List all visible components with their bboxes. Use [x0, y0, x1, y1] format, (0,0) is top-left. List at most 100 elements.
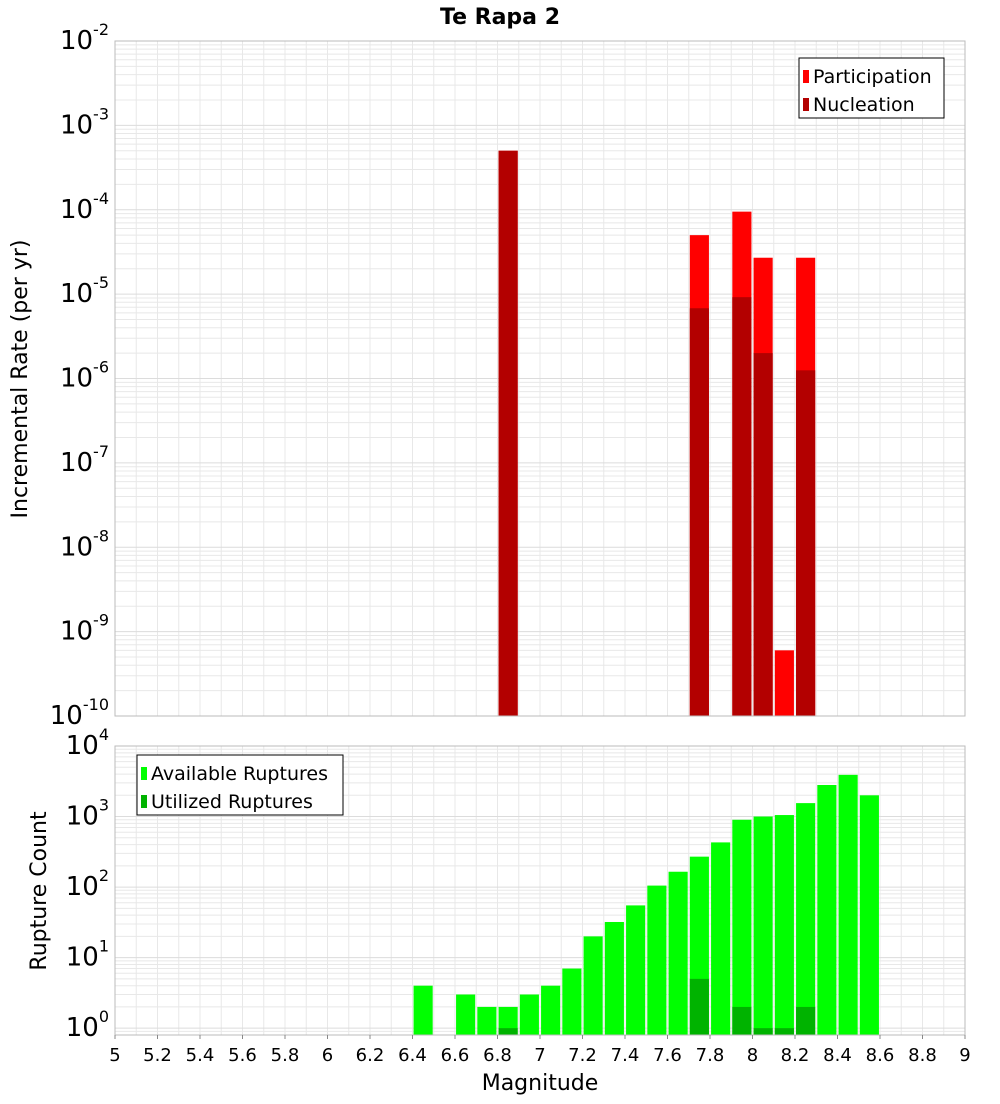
bar: [477, 1006, 497, 1035]
y-tick-label: 101: [66, 937, 109, 973]
legend-label: Participation: [813, 66, 932, 88]
bar: [753, 353, 773, 716]
chart-title: Te Rapa 2: [440, 5, 560, 30]
plot-frame: [114, 40, 966, 717]
y-tick-exponent: 2: [99, 866, 109, 885]
series-2: [498, 978, 816, 1035]
x-tick-label: 6: [322, 1045, 333, 1066]
rate-plot: 10-10 10-9 10-8 10-7 10-6 10-5 10-4 10-3 10-2 Par…: [50, 20, 966, 731]
x-tick-label: 6.4: [398, 1045, 427, 1066]
x-tick-label: 8: [747, 1045, 758, 1066]
bar: [647, 885, 667, 1035]
y-tick-label: 103: [66, 796, 109, 832]
bar: [796, 1006, 816, 1035]
series-2: [498, 150, 816, 716]
x-tick-label: 7: [534, 1045, 545, 1066]
y-tick-labels: 10-10 10-9 10-8 10-7 10-6 10-5 10-4 10-3 10-2: [50, 20, 109, 731]
bar: [838, 774, 858, 1035]
bar: [498, 1028, 518, 1035]
bar: [413, 985, 433, 1035]
y-tick-label: 104: [66, 725, 109, 761]
y-tick-exponent: -5: [93, 273, 109, 292]
legend-swatch: [141, 795, 147, 808]
y-tick-exponent: -9: [93, 611, 109, 630]
legend-swatch: [803, 98, 809, 111]
bar: [774, 815, 794, 1035]
bar: [732, 297, 752, 716]
bar: [541, 985, 561, 1035]
y-tick-label: 10-5: [60, 273, 109, 309]
bar: [753, 1028, 773, 1035]
legend-label: Nucleation: [813, 94, 915, 116]
x-tick-label: 6.8: [483, 1045, 512, 1066]
y-tick-label: 100: [66, 1007, 109, 1043]
x-tick-labels: 5 5.2 5.4 5.6 5.8 6 6.2 6.4 6.6 6.8 7 7.2 7.4 7.6 7.8 8…: [109, 1035, 971, 1066]
bar: [604, 921, 624, 1035]
x-tick-label: 6.2: [356, 1045, 385, 1066]
bar: [562, 968, 582, 1035]
y-tick-label: 10-7: [60, 442, 109, 478]
y-tick-exponent: -8: [93, 526, 109, 545]
y-tick-exponent: -7: [93, 442, 109, 461]
bar: [859, 795, 879, 1035]
x-axis-label: Magnitude: [482, 1071, 599, 1096]
legend-swatch: [803, 70, 809, 83]
y-tick-exponent: -2: [93, 20, 109, 39]
bar: [753, 816, 773, 1035]
y-tick-exponent: -4: [93, 189, 109, 208]
y-tick-label: 10-10: [50, 695, 109, 731]
series-1: [413, 774, 879, 1035]
bar: [626, 905, 646, 1035]
y-tick-label: 10-3: [60, 104, 109, 140]
bar: [817, 784, 837, 1035]
x-tick-label: 5.8: [271, 1045, 300, 1066]
y-tick-exponent: -10: [83, 695, 109, 714]
y-tick-exponent: -6: [93, 358, 109, 377]
x-tick-label: 7.6: [653, 1045, 682, 1066]
y-tick-exponent: 3: [99, 796, 109, 815]
x-tick-label: 8.4: [823, 1045, 852, 1066]
y-tick-label: 10-4: [60, 189, 109, 225]
x-tick-label: 8.8: [908, 1045, 937, 1066]
legend-swatch: [141, 767, 147, 780]
x-tick-label: 5.4: [186, 1045, 215, 1066]
y-tick-label: 10-6: [60, 358, 109, 394]
top-y-axis-label: Incremental Rate (per yr): [8, 240, 33, 519]
x-tick-label: 5.2: [143, 1045, 172, 1066]
bar: [796, 370, 816, 716]
x-tick-label: 8.6: [866, 1045, 895, 1066]
x-tick-label: 5: [109, 1045, 120, 1066]
bottom-y-axis-label: Rupture Count: [27, 811, 52, 971]
x-tick-label: 7.4: [611, 1045, 640, 1066]
bar: [774, 650, 794, 716]
y-tick-exponent: -3: [93, 104, 109, 123]
legend-box: [136, 754, 344, 816]
bar: [668, 871, 688, 1035]
x-tick-label: 9: [959, 1045, 970, 1066]
x-tick-label: 7.8: [696, 1045, 725, 1066]
legend-box: [798, 57, 945, 119]
legend: Available Ruptures Utilized Ruptures: [136, 754, 344, 816]
bar: [689, 308, 709, 716]
y-tick-label: 10-8: [60, 526, 109, 562]
legend: Participation Nucleation: [798, 57, 945, 119]
y-tick-exponent: 0: [99, 1007, 109, 1026]
legend-label: Available Ruptures: [151, 763, 328, 785]
x-tick-label: 7.2: [568, 1045, 597, 1066]
bar: [689, 978, 709, 1035]
bar: [498, 1006, 518, 1035]
y-tick-exponent: 1: [99, 937, 109, 956]
bar: [519, 994, 539, 1035]
bar: [732, 1006, 752, 1035]
x-tick-label: 8.2: [781, 1045, 810, 1066]
legend-label: Utilized Ruptures: [151, 791, 313, 813]
x-tick-label: 5.6: [228, 1045, 257, 1066]
bar: [711, 842, 731, 1035]
y-tick-exponent: 4: [99, 725, 109, 744]
bar: [732, 819, 752, 1035]
y-tick-label: 10-2: [60, 20, 109, 56]
